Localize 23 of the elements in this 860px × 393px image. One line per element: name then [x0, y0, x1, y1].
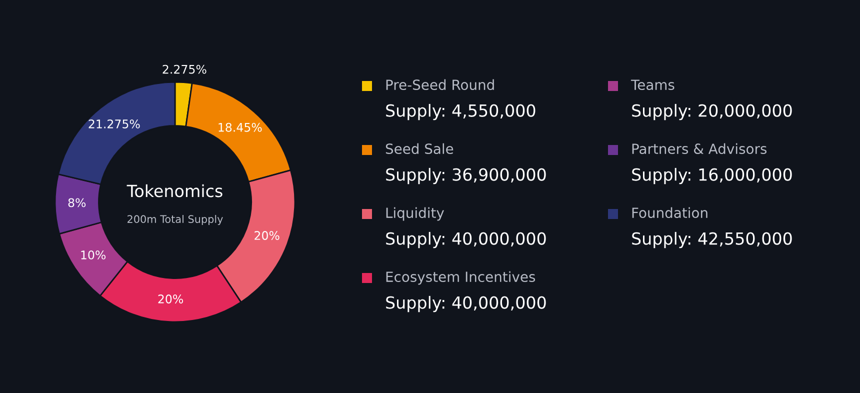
text: Supply: 4,550,000 [386, 104, 536, 120]
data-label: 20% [158, 294, 183, 304]
legend-label: Teams [630, 80, 674, 90]
data-label: 21.275% [88, 119, 140, 128]
text: Supply: 40,000,000 [386, 296, 546, 312]
legend-label: Liquidity [386, 207, 444, 221]
legend-label: Pre-Seed Round [386, 79, 494, 90]
data-label: 10% [81, 250, 106, 260]
data-label: 20% [254, 231, 280, 240]
text: 200m Total Supply [128, 214, 223, 226]
text: Supply: 42,550,000 [632, 232, 792, 248]
legend-label: Seed Sale [386, 143, 454, 154]
text: Tokenomics [126, 184, 222, 198]
text: Supply: 40,000,000 [386, 232, 546, 248]
data-label: 18.45% [218, 122, 262, 132]
text: Supply: 16,000,000 [632, 168, 792, 184]
legend-label: Partners & Advisors [632, 143, 767, 154]
data-label: 2.275% [162, 64, 206, 74]
text: Supply: 36,900,000 [386, 168, 546, 184]
legend-label: Foundation [632, 207, 708, 218]
text: Supply: 20,000,000 [632, 104, 792, 120]
data-label: 8% [68, 198, 86, 208]
legend-label: Ecosystem Incentives [386, 271, 536, 285]
